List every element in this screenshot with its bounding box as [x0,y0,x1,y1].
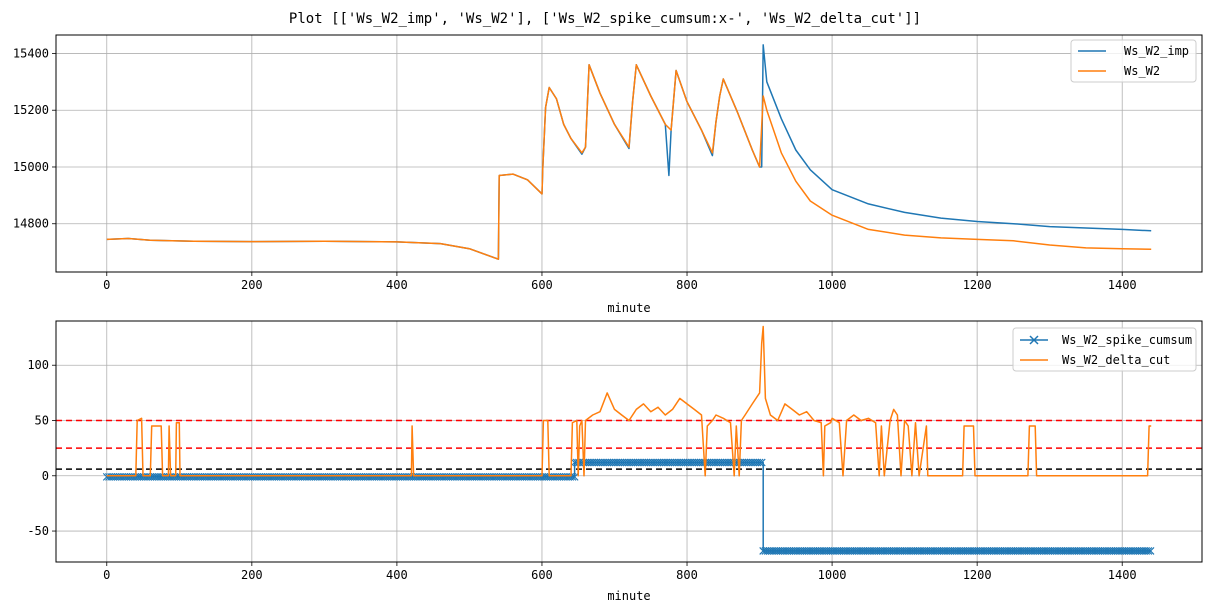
x-tick-label: 800 [676,568,698,582]
bottom-plot-background [56,321,1202,562]
top-plot-frame [55,34,1203,273]
legend-label-ws-w2: Ws_W2 [1124,64,1160,78]
series-line-ws-w2 [106,64,1152,260]
x-tick-label: 1400 [1108,568,1137,582]
y-tick-label: 0 [42,469,49,483]
top-plot-xlabel: minute [607,301,650,315]
bottom-plot-frame [55,320,1203,563]
top-plot: 0 200 400 600 800 1000 1200 1400 14800 15000 15200… [13,34,1203,315]
x-tick-label: 1400 [1108,278,1137,292]
x-tick-label: 0 [103,278,110,292]
cumsum-marker [1146,547,1155,555]
legend-marker-x [1029,335,1039,345]
x-tick-label: 200 [241,568,263,582]
x-tick-label: 600 [531,568,553,582]
cumsum-marker [757,458,766,467]
x-tick-label: 1000 [818,278,847,292]
top-plot-series [106,44,1152,260]
cumsum-marker [570,472,579,481]
y-tick-label: 100 [27,358,49,372]
cumsum-marker [1144,547,1153,555]
bottom-plot-series [102,325,1155,555]
y-tick-label: 14800 [13,217,49,231]
series-line-ws-w2-delta-cut [106,325,1152,477]
bottom-plot-legend: Ws_W2_spike_cumsum Ws_W2_delta_cut [1012,327,1197,372]
legend-label-spike-cumsum: Ws_W2_spike_cumsum [1062,333,1192,347]
x-tick-label: 1200 [963,568,992,582]
x-tick-label: 600 [531,278,553,292]
bottom-plot-xlabel: minute [607,589,650,603]
x-tick-label: 200 [241,278,263,292]
x-tick-label: 800 [676,278,698,292]
y-tick-label: 15200 [13,103,49,117]
top-plot-legend: Ws_W2_imp Ws_W2 [1070,39,1197,83]
cumsum-marker [755,458,764,467]
y-tick-label: 50 [35,413,49,427]
figure-title: Plot [['Ws_W2_imp', 'Ws_W2'], ['Ws_W2_sp… [289,11,921,27]
bottom-legend-box [1012,327,1197,372]
x-tick-label: 400 [386,568,408,582]
bottom-plot: 0 200 400 600 800 1000 1200 1400 -50 0 50 100 minut… [27,320,1203,603]
y-tick-label: 15000 [13,160,49,174]
x-tick-label: 1000 [818,568,847,582]
top-plot-ticks: 0 200 400 600 800 1000 1200 1400 14800 15000 15200… [13,46,1137,292]
x-tick-label: 1200 [963,278,992,292]
y-tick-label: -50 [27,524,49,538]
x-tick-label: 0 [103,568,110,582]
bottom-plot-ticks: 0 200 400 600 800 1000 1200 1400 -50 0 50 100 [27,358,1136,582]
x-tick-label: 400 [386,278,408,292]
legend-label-ws-w2-imp: Ws_W2_imp [1124,44,1189,58]
y-tick-label: 15400 [13,46,49,60]
legend-label-delta-cut: Ws_W2_delta_cut [1062,353,1170,367]
top-plot-background [56,35,1202,272]
cumsum-marker [568,472,577,481]
